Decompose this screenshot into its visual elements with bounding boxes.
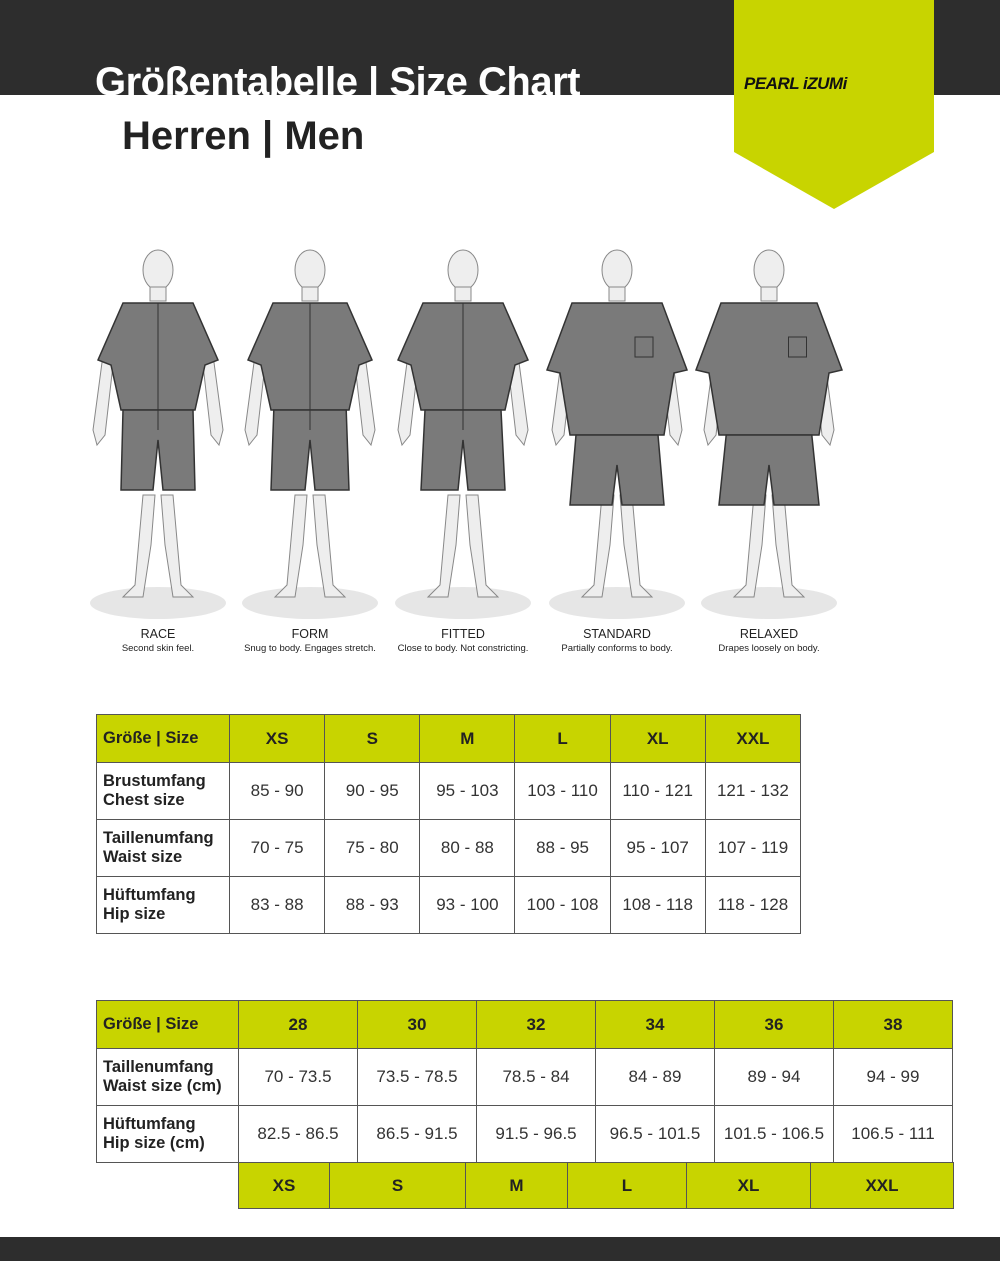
letter-size-cell: XL bbox=[686, 1162, 811, 1209]
row-label: Hüftumfang Hip size bbox=[96, 876, 230, 934]
footer-band bbox=[0, 1237, 1000, 1261]
measurement-cell: 86.5 - 91.5 bbox=[357, 1105, 477, 1163]
measurement-cell: 94 - 99 bbox=[833, 1048, 953, 1106]
fit-description: Snug to body. Engages stretch. bbox=[244, 643, 376, 654]
page-title: Größentabelle | Size Chart bbox=[95, 60, 580, 95]
row-label-de: Brustumfang bbox=[103, 772, 206, 790]
row-label: Taillenumfang Waist size bbox=[96, 819, 230, 877]
size-header: S bbox=[324, 714, 421, 763]
row-label-en: Waist size bbox=[103, 848, 183, 866]
measurement-cell: 101.5 - 106.5 bbox=[714, 1105, 834, 1163]
measurement-cell: 83 - 88 bbox=[228, 876, 326, 934]
letter-size-row: XS S M L XL XXL bbox=[238, 1162, 954, 1209]
size-header-label: Größe | Size bbox=[96, 1000, 239, 1049]
measurement-cell: 110 - 121 bbox=[609, 762, 706, 820]
letter-size-cell: L bbox=[567, 1162, 687, 1209]
row-label-en: Hip size bbox=[103, 905, 166, 923]
measurement-cell: 103 - 110 bbox=[514, 762, 611, 820]
measurement-cell: 88 - 95 bbox=[514, 819, 611, 877]
size-header: L bbox=[514, 714, 611, 763]
measurement-cell: 80 - 88 bbox=[419, 819, 516, 877]
measurement-cell: 95 - 103 bbox=[419, 762, 516, 820]
row-label: Hüftumfang Hip size (cm) bbox=[96, 1105, 239, 1163]
letter-size-cell: M bbox=[465, 1162, 568, 1209]
measurement-cell: 89 - 94 bbox=[714, 1048, 834, 1106]
size-header: 36 bbox=[714, 1000, 834, 1049]
measurement-cell: 96.5 - 101.5 bbox=[595, 1105, 715, 1163]
brand-logo: PEARL iZUMi bbox=[744, 74, 847, 93]
fit-figure-fitted bbox=[395, 249, 531, 619]
row-label-de: Taillenumfang bbox=[103, 829, 214, 847]
size-header: 34 bbox=[595, 1000, 715, 1049]
fit-name: STANDARD bbox=[583, 627, 651, 641]
row-label-en: Waist size (cm) bbox=[103, 1077, 222, 1095]
size-header: XL bbox=[609, 714, 706, 763]
fit-name: FITTED bbox=[441, 627, 485, 641]
measurement-cell: 84 - 89 bbox=[595, 1048, 715, 1106]
letter-size-row: XS S M L XL XXL bbox=[238, 1162, 954, 1209]
fit-figure-standard bbox=[545, 249, 689, 619]
size-header-label: Größe | Size bbox=[96, 714, 230, 763]
table-row: Taillenumfang Waist size (cm) 70 - 73.5 73.… bbox=[96, 1048, 953, 1106]
fit-description: Close to body. Not constricting. bbox=[397, 643, 529, 654]
measurement-cell: 70 - 75 bbox=[228, 819, 326, 877]
measurement-cell: 90 - 95 bbox=[324, 762, 421, 820]
size-header: 38 bbox=[833, 1000, 953, 1049]
table-row: Brustumfang Chest size 85 - 90 90 - 95 95 - … bbox=[96, 762, 802, 820]
measurement-cell: 100 - 108 bbox=[514, 876, 611, 934]
header-row: Größe | Size 28 30 32 34 36 38 bbox=[96, 1000, 953, 1049]
fit-name: RACE bbox=[140, 627, 176, 641]
fit-name: RELAXED bbox=[739, 627, 799, 641]
size-header: 28 bbox=[238, 1000, 358, 1049]
size-header: M bbox=[419, 714, 516, 763]
table-row: Hüftumfang Hip size 83 - 88 88 - 93 93 - 100… bbox=[96, 876, 802, 934]
size-header: XXL bbox=[704, 714, 802, 763]
table-row: Hüftumfang Hip size (cm) 82.5 - 86.5 86.5 -… bbox=[96, 1105, 953, 1163]
row-label-de: Hüftumfang bbox=[103, 1115, 196, 1133]
measurement-cell: 106.5 - 111 bbox=[833, 1105, 953, 1163]
fit-figure-race bbox=[90, 249, 226, 619]
measurement-cell: 93 - 100 bbox=[419, 876, 516, 934]
size-table-tops: Größe | Size XS S M L XL XXL Brustumfang Chest s… bbox=[96, 714, 802, 934]
measurement-cell: 95 - 107 bbox=[609, 819, 706, 877]
row-label: Taillenumfang Waist size (cm) bbox=[96, 1048, 239, 1106]
letter-size-cell: XXL bbox=[810, 1162, 954, 1209]
measurement-cell: 73.5 - 78.5 bbox=[357, 1048, 477, 1106]
size-table-bottoms: Größe | Size 28 30 32 34 36 38 Taillenumfang Wai… bbox=[96, 1000, 953, 1163]
letter-size-cell: S bbox=[329, 1162, 466, 1209]
measurement-cell: 91.5 - 96.5 bbox=[476, 1105, 596, 1163]
row-label-de: Taillenumfang bbox=[103, 1058, 214, 1076]
measurement-cell: 121 - 132 bbox=[704, 762, 802, 820]
fit-name: FORM bbox=[291, 627, 329, 641]
table-row: Taillenumfang Waist size 70 - 75 75 - 80 80 … bbox=[96, 819, 802, 877]
measurement-cell: 75 - 80 bbox=[324, 819, 421, 877]
measurement-cell: 78.5 - 84 bbox=[476, 1048, 596, 1106]
fit-description: Second skin feel. bbox=[121, 643, 195, 654]
measurement-cell: 88 - 93 bbox=[324, 876, 421, 934]
size-header: 30 bbox=[357, 1000, 477, 1049]
page-subtitle: Herren | Men bbox=[122, 114, 365, 158]
fit-figure-relaxed bbox=[694, 249, 844, 619]
fit-figure-form bbox=[242, 249, 378, 619]
measurement-cell: 82.5 - 86.5 bbox=[238, 1105, 358, 1163]
row-label: Brustumfang Chest size bbox=[96, 762, 230, 820]
row-label-de: Hüftumfang bbox=[103, 886, 196, 904]
measurement-cell: 70 - 73.5 bbox=[238, 1048, 358, 1106]
measurement-cell: 107 - 119 bbox=[704, 819, 802, 877]
fit-description: Partially conforms to body. bbox=[561, 643, 673, 654]
size-header: 32 bbox=[476, 1000, 596, 1049]
header-row: Größe | Size XS S M L XL XXL bbox=[96, 714, 802, 763]
brand-banner bbox=[734, 0, 934, 209]
measurement-cell: 85 - 90 bbox=[228, 762, 326, 820]
letter-size-cell: XS bbox=[238, 1162, 330, 1209]
size-header: XS bbox=[228, 714, 326, 763]
row-label-en: Hip size (cm) bbox=[103, 1134, 205, 1152]
measurement-cell: 108 - 118 bbox=[609, 876, 706, 934]
measurement-cell: 118 - 128 bbox=[704, 876, 802, 934]
fit-description: Drapes loosely on body. bbox=[718, 643, 820, 654]
row-label-en: Chest size bbox=[103, 791, 185, 809]
